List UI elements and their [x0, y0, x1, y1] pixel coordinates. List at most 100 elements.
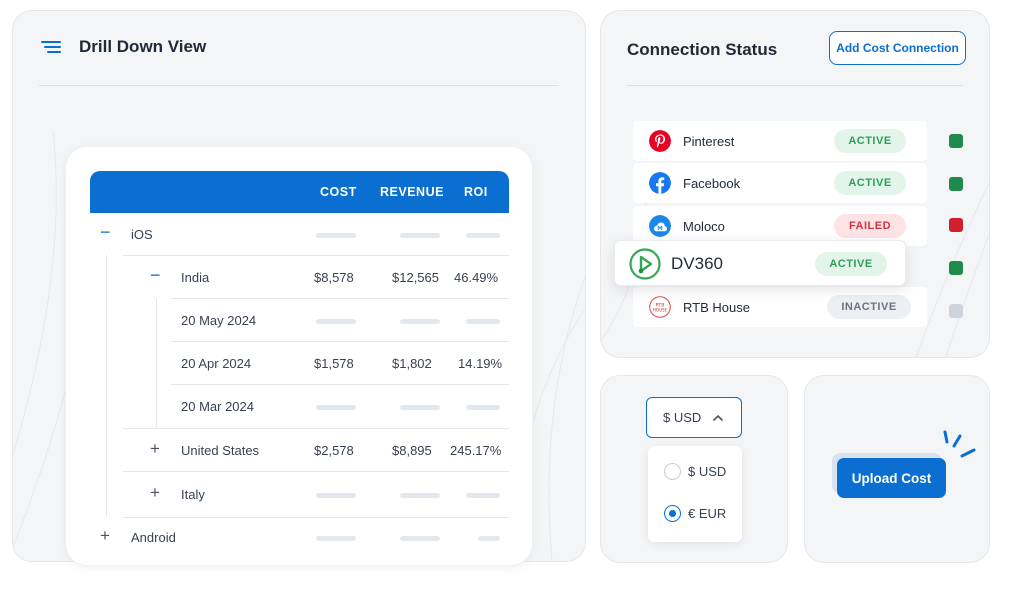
expand-icon[interactable]: +: [150, 483, 160, 502]
row-label: iOS: [131, 227, 153, 242]
placeholder-bar: [400, 536, 440, 541]
placeholder-bar: [316, 319, 356, 324]
placeholder-bar: [316, 493, 356, 498]
tree-line: [106, 255, 107, 517]
dv360-icon: [629, 248, 661, 280]
status-indicator: [949, 261, 963, 275]
revenue-value: $8,895: [392, 443, 432, 458]
table-row-ios[interactable]: − iOS: [66, 213, 509, 256]
status-indicator: [949, 304, 963, 318]
radio-button-checked[interactable]: [664, 505, 681, 522]
row-label: Android: [131, 530, 176, 545]
table-row-android[interactable]: + Android: [66, 516, 509, 559]
connection-name: DV360: [671, 254, 723, 273]
option-label: € EUR: [688, 506, 727, 521]
row-divider: [171, 298, 509, 299]
collapse-icon[interactable]: −: [150, 265, 161, 285]
status-badge: FAILED: [834, 214, 906, 238]
revenue-value: $1,802: [392, 356, 432, 371]
cost-value: $1,578: [314, 356, 354, 371]
table-row-india[interactable]: − India $8,578 $12,565 46.49%: [66, 256, 509, 299]
header-divider: [39, 85, 559, 86]
connection-name: Pinterest: [683, 134, 735, 149]
click-burst-icon: [943, 430, 976, 458]
connection-row-facebook[interactable]: Facebook ACTIVE: [633, 163, 927, 203]
row-label: 20 May 2024: [181, 313, 257, 328]
upload-cost-button[interactable]: Upload Cost: [837, 458, 946, 498]
revenue-value: $12,565: [392, 270, 439, 285]
placeholder-bar: [466, 233, 500, 238]
roi-value: 46.49%: [454, 270, 499, 285]
column-roi[interactable]: ROI: [464, 185, 488, 199]
currency-select[interactable]: $ USD: [646, 397, 742, 438]
connection-name: RTB House: [683, 300, 750, 315]
svg-text:RTB: RTB: [656, 303, 665, 309]
connection-name: Facebook: [683, 176, 741, 191]
header-divider: [627, 85, 963, 86]
placeholder-bar: [316, 405, 356, 410]
table-row-united-states[interactable]: + United States $2,578 $8,895 245.17%: [66, 429, 509, 472]
chevron-up-icon[interactable]: [712, 411, 724, 425]
placeholder-bar: [466, 493, 500, 498]
row-divider: [123, 517, 509, 518]
collapse-icon[interactable]: −: [100, 222, 111, 242]
roi-value: 14.19%: [458, 356, 503, 371]
table-row-italy[interactable]: + Italy: [66, 473, 509, 516]
row-divider: [123, 471, 509, 472]
table-row-date[interactable]: 20 Mar 2024: [66, 385, 509, 428]
row-label: United States: [181, 443, 260, 458]
connection-row-rtb-house[interactable]: RTB HOUSE RTB House INACTIVE: [633, 287, 927, 327]
placeholder-bar: [400, 233, 440, 238]
status-badge: ACTIVE: [815, 252, 887, 276]
row-label: 20 Mar 2024: [181, 399, 254, 414]
expand-icon[interactable]: +: [150, 439, 160, 458]
facebook-icon: [649, 172, 671, 194]
placeholder-bar: [316, 536, 356, 541]
row-label: India: [181, 270, 210, 285]
status-indicator: [949, 177, 963, 191]
placeholder-bar: [466, 405, 500, 410]
connection-status-card: Connection Status Add Cost Connection Pi…: [600, 10, 990, 358]
row-divider: [171, 384, 509, 385]
status-badge: ACTIVE: [834, 129, 906, 153]
row-label: 20 Apr 2024: [181, 356, 252, 371]
status-badge: INACTIVE: [827, 295, 911, 319]
connection-name: Moloco: [683, 219, 725, 234]
status-indicator: [949, 218, 963, 232]
expand-icon[interactable]: +: [100, 526, 110, 545]
placeholder-bar: [316, 233, 356, 238]
list-filter-icon[interactable]: [41, 40, 61, 54]
option-label: $ USD: [688, 464, 727, 479]
connection-row-moloco[interactable]: M Moloco FAILED: [633, 206, 927, 246]
tree-line: [156, 299, 157, 429]
table-row-date[interactable]: 20 Apr 2024 $1,578 $1,802 14.19%: [66, 342, 509, 385]
rtb-house-icon: RTB HOUSE: [649, 296, 671, 318]
svg-text:M: M: [657, 226, 662, 232]
row-label: Italy: [181, 487, 205, 502]
cost-value: $8,578: [314, 270, 354, 285]
column-cost[interactable]: COST: [320, 185, 357, 199]
row-divider: [123, 428, 509, 429]
connection-row-dv360[interactable]: DV360 ACTIVE: [614, 240, 906, 286]
connection-status-title: Connection Status: [627, 40, 778, 59]
radio-button[interactable]: [664, 463, 681, 480]
status-badge: ACTIVE: [834, 171, 906, 195]
moloco-icon: M: [649, 215, 671, 237]
placeholder-bar: [478, 536, 500, 541]
selected-currency: $ USD: [663, 410, 702, 425]
placeholder-bar: [400, 319, 440, 324]
row-divider: [171, 341, 509, 342]
roi-value: 245.17%: [450, 443, 502, 458]
add-cost-connection-button[interactable]: Add Cost Connection: [829, 31, 966, 65]
cost-value: $2,578: [314, 443, 354, 458]
connection-row-pinterest[interactable]: Pinterest ACTIVE: [633, 121, 927, 161]
drill-down-title: Drill Down View: [79, 37, 207, 56]
column-revenue[interactable]: REVENUE: [380, 185, 444, 199]
drill-down-table: COST REVENUE ROI − iOS − India $8,578 $1…: [65, 146, 533, 566]
table-header: COST REVENUE ROI: [90, 171, 509, 213]
row-divider: [123, 255, 509, 256]
svg-text:HOUSE: HOUSE: [653, 308, 668, 313]
placeholder-bar: [400, 493, 440, 498]
table-row-date[interactable]: 20 May 2024: [66, 299, 509, 342]
status-indicator: [949, 134, 963, 148]
